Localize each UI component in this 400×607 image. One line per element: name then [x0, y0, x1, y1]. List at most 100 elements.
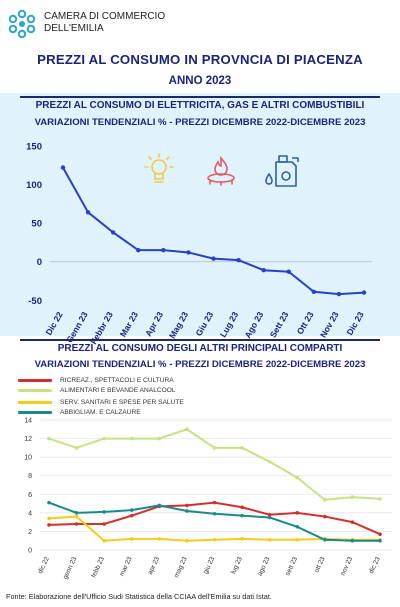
legend-label: RICREAZ., SPETTACOLI E CULTURA — [60, 377, 174, 384]
data-point — [129, 537, 134, 541]
data-point — [129, 508, 134, 512]
data-point — [102, 510, 106, 514]
x-tick-label: dic 22 — [37, 556, 51, 575]
y-tick-label: 0 — [37, 257, 42, 268]
data-point — [295, 537, 300, 542]
data-point — [350, 520, 355, 524]
org-line-1: CAMERA DI COMMERCIO — [44, 11, 166, 22]
data-point — [212, 511, 217, 516]
data-point — [211, 256, 216, 261]
x-tick-label: genn 23 — [62, 556, 79, 581]
data-point — [74, 522, 79, 526]
x-tick-label: ott 23 — [313, 556, 326, 574]
data-point — [85, 210, 91, 215]
data-point — [261, 268, 266, 273]
x-tick-label: dic 23 — [368, 556, 382, 575]
y-tick-label: 2 — [28, 529, 32, 536]
data-point — [60, 165, 66, 170]
data-point — [102, 436, 106, 441]
x-tick-label: febb 23 — [90, 556, 106, 579]
x-tick-label: Ott 23 — [295, 310, 316, 336]
x-tick-label: apr 23 — [147, 556, 161, 576]
data-point — [102, 522, 106, 526]
chart-2-subtitle: VARIAZIONI TENDENZIALI % - PREZZI DICEMB… — [34, 359, 366, 370]
data-point — [378, 532, 382, 537]
data-point — [336, 291, 342, 297]
data-point — [295, 524, 300, 529]
data-point — [240, 537, 244, 541]
x-tick-label: mar 23 — [119, 556, 134, 578]
data-point — [47, 516, 51, 521]
page-title: PREZZI AL CONSUMO IN PROVNCIA DI PIACENZ… — [37, 52, 363, 67]
data-point — [323, 514, 327, 519]
y-tick-label: -50 — [28, 296, 42, 307]
legend-label: ALIMENTARI E BEVANDE ANALCOOL — [60, 386, 176, 394]
data-point — [74, 446, 79, 450]
x-tick-label: Mag 23 — [167, 310, 190, 340]
data-point — [323, 498, 327, 502]
y-tick-label: 10 — [24, 455, 32, 462]
y-tick-label: 6 — [28, 492, 32, 499]
x-tick-label: mag 23 — [173, 556, 189, 579]
data-point — [102, 538, 106, 543]
organization-name: CAMERA DI COMMERCIO DELL'EMILIA — [44, 11, 165, 35]
data-point — [212, 537, 217, 542]
legend-swatch — [18, 410, 52, 414]
source-note: Fonte: Elaborazione dell'Ufficio Sudi St… — [6, 592, 272, 601]
x-tick-label: Mar 23 — [118, 310, 140, 339]
data-point — [361, 290, 367, 295]
y-tick-label: 150 — [26, 142, 42, 153]
data-point — [74, 511, 79, 515]
data-point — [240, 505, 244, 510]
chamber-logo-icon — [8, 9, 36, 39]
y-tick-label: 100 — [26, 180, 42, 191]
series-line — [48, 428, 381, 501]
legend-label: ABBIGLIAM. E CALZAURE — [60, 408, 141, 416]
x-tick-label: giu 23 — [202, 556, 216, 576]
chart-2-title: PREZZI AL CONSUMO DEGLI ALTRI PRINCIPALI… — [57, 343, 343, 354]
data-point — [47, 436, 51, 441]
header: CAMERA DI COMMERCIO DELL'EMILIA — [0, 0, 400, 46]
data-point — [129, 513, 134, 518]
legend-swatch — [18, 388, 52, 392]
data-point — [240, 513, 244, 518]
data-point — [267, 537, 272, 542]
data-point — [311, 289, 317, 294]
x-tick-label: sett 23 — [284, 556, 299, 577]
series-line — [48, 501, 381, 536]
data-point — [110, 230, 116, 235]
data-point — [378, 538, 382, 543]
legend-swatch — [18, 379, 52, 382]
data-point — [350, 538, 355, 543]
x-tick-label: Apr 23 — [143, 310, 165, 338]
data-point — [157, 436, 162, 441]
data-point — [267, 515, 272, 520]
data-point — [185, 509, 189, 513]
data-point — [136, 247, 141, 253]
chart-2-top-rule — [20, 339, 380, 341]
light-bulb-icon — [144, 153, 174, 183]
data-point — [185, 427, 189, 432]
chart-1-panel — [0, 93, 400, 336]
y-tick-label: 50 — [31, 219, 42, 230]
series-line — [48, 515, 380, 542]
x-tick-label: Dic 23 — [344, 310, 365, 337]
data-point — [295, 475, 300, 480]
data-point — [236, 257, 241, 263]
data-point — [323, 537, 327, 542]
y-tick-label: 14 — [24, 418, 32, 425]
data-point — [212, 500, 217, 505]
y-tick-label: 12 — [24, 436, 32, 443]
data-point — [378, 497, 382, 501]
x-tick-label: Giu 23 — [193, 310, 215, 338]
x-tick-label: nov 23 — [340, 556, 355, 577]
chart-1-top-rule — [20, 96, 380, 98]
chart-1-title: PREZZI AL CONSUMO DI ELETTRICITA, GAS E … — [35, 100, 365, 111]
data-point — [240, 446, 244, 450]
x-tick-label: Nov 23 — [318, 310, 341, 340]
x-tick-label: lug 23 — [230, 556, 244, 576]
legend-swatch — [18, 401, 52, 405]
data-point — [47, 500, 51, 505]
data-point — [212, 446, 217, 450]
